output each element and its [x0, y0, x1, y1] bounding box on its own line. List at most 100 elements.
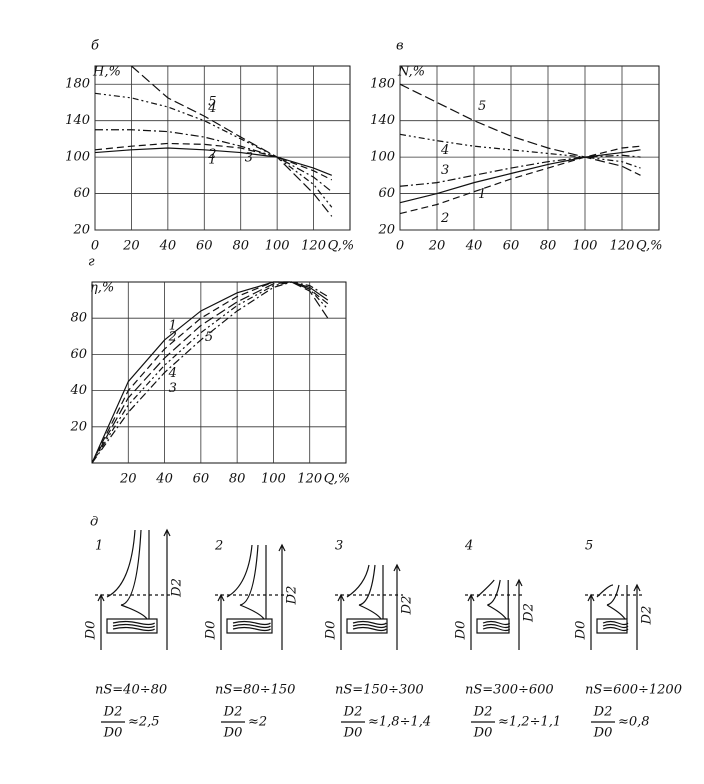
x-tick-label: 40 [159, 239, 177, 254]
panel-label: г [88, 255, 95, 270]
y-tick-label: 60 [73, 186, 90, 201]
x-tick-label: 40 [465, 239, 483, 254]
hub-hatch [352, 620, 387, 626]
impeller-number: 1 [95, 539, 103, 554]
panel-label: б [91, 39, 99, 54]
x-axis-label: Q,% [636, 239, 663, 254]
curve-label: 1 [478, 187, 486, 202]
specific-speed: nS=600÷1200 [585, 683, 682, 698]
x-tick-label: 40 [155, 472, 173, 487]
curve-label: 4 [207, 101, 216, 116]
x-tick-label: 20 [119, 472, 137, 487]
curve-label: 1 [169, 318, 177, 333]
ratio-numerator: D2 [343, 705, 363, 720]
curve-label: 3 [169, 381, 177, 396]
shroud [346, 564, 370, 598]
hub [106, 618, 158, 634]
hub [596, 618, 628, 634]
plot-frame [94, 65, 351, 231]
hub-hatch [112, 623, 156, 629]
d0-label: D0 [84, 621, 99, 641]
curve [94, 142, 333, 181]
impeller-number: 4 [464, 539, 473, 554]
hub-hatch [602, 626, 629, 632]
specific-speed: nS=150÷300 [335, 683, 424, 698]
y-tick-label: 140 [370, 113, 395, 128]
blade [358, 564, 384, 620]
arrow-head [633, 583, 641, 592]
blade [487, 579, 509, 620]
y-tick-label: 40 [69, 383, 87, 398]
arrow-head [515, 578, 523, 587]
hub-hatch [352, 626, 387, 632]
arrow-head [393, 563, 401, 572]
panel-label: в [396, 39, 404, 54]
d2-label: D2 [170, 578, 185, 598]
d0-label: D0 [324, 621, 339, 641]
ratio-value: ≈2,5 [128, 715, 160, 730]
y-tick-label: 20 [377, 223, 395, 238]
y-tick-label: 140 [65, 113, 90, 128]
x-tick-label: 20 [122, 239, 140, 254]
ratio-value: ≈2 [248, 715, 267, 730]
y-tick-label: 180 [370, 77, 395, 92]
curve [399, 154, 641, 187]
x-tick-label: 60 [193, 472, 210, 487]
hub-hatch [602, 620, 629, 626]
hub-hatch [352, 623, 387, 629]
curve [399, 83, 641, 176]
x-tick-label: 60 [503, 239, 520, 254]
hub-hatch [482, 626, 511, 632]
d2-label: D2 [285, 586, 300, 606]
curve-label: 1 [208, 152, 216, 167]
shroud [106, 529, 136, 598]
plot-frame [91, 281, 347, 464]
curve-label: 5 [478, 99, 486, 114]
curve [399, 149, 641, 204]
y-axis-label: N,% [397, 65, 425, 80]
y-tick-label: 180 [65, 77, 90, 92]
arrow-head [163, 528, 171, 537]
curve [131, 65, 333, 217]
curve [91, 281, 329, 464]
ratio-numerator: D2 [223, 705, 243, 720]
impeller-number: 5 [585, 539, 593, 554]
d2-label: D2 [640, 606, 655, 626]
curve [91, 281, 329, 464]
x-tick-label: 100 [573, 239, 598, 254]
x-tick-label: 120 [297, 472, 322, 487]
x-tick-label: 100 [265, 239, 290, 254]
x-tick-label: 0 [91, 239, 99, 254]
d2-label: D2 [522, 603, 537, 623]
blade [120, 529, 150, 620]
x-tick-label: 80 [540, 239, 557, 254]
curve-label: 5 [208, 95, 216, 110]
y-tick-label: 20 [72, 223, 90, 238]
specific-speed: nS=40÷80 [95, 683, 167, 698]
curve-label: 4 [440, 143, 449, 158]
ratio-numerator: D2 [473, 705, 493, 720]
curve-label: 3 [441, 163, 449, 178]
d0-label: D0 [454, 621, 469, 641]
hub-hatch [232, 620, 271, 626]
ratio-denominator: D0 [593, 726, 613, 741]
hub-hatch [112, 626, 156, 632]
d2-label: D2 [400, 596, 415, 616]
ratio-value: ≈0,8 [618, 715, 650, 730]
curve [95, 129, 333, 193]
ratio-denominator: D0 [473, 726, 493, 741]
curve [91, 281, 329, 464]
ratio-value: ≈1,2÷1,1 [498, 715, 561, 730]
curve [399, 133, 641, 169]
x-tick-label: 120 [610, 239, 635, 254]
x-tick-label: 20 [428, 239, 446, 254]
y-tick-label: 100 [370, 150, 395, 165]
x-axis-label: Q,% [324, 472, 351, 487]
hub-hatch [602, 623, 629, 629]
ratio-numerator: D2 [103, 705, 123, 720]
x-tick-label: 120 [301, 239, 326, 254]
hub [346, 618, 388, 634]
y-axis-label: η,% [90, 281, 114, 296]
plot-frame [399, 65, 660, 231]
ratio-numerator: D2 [593, 705, 613, 720]
